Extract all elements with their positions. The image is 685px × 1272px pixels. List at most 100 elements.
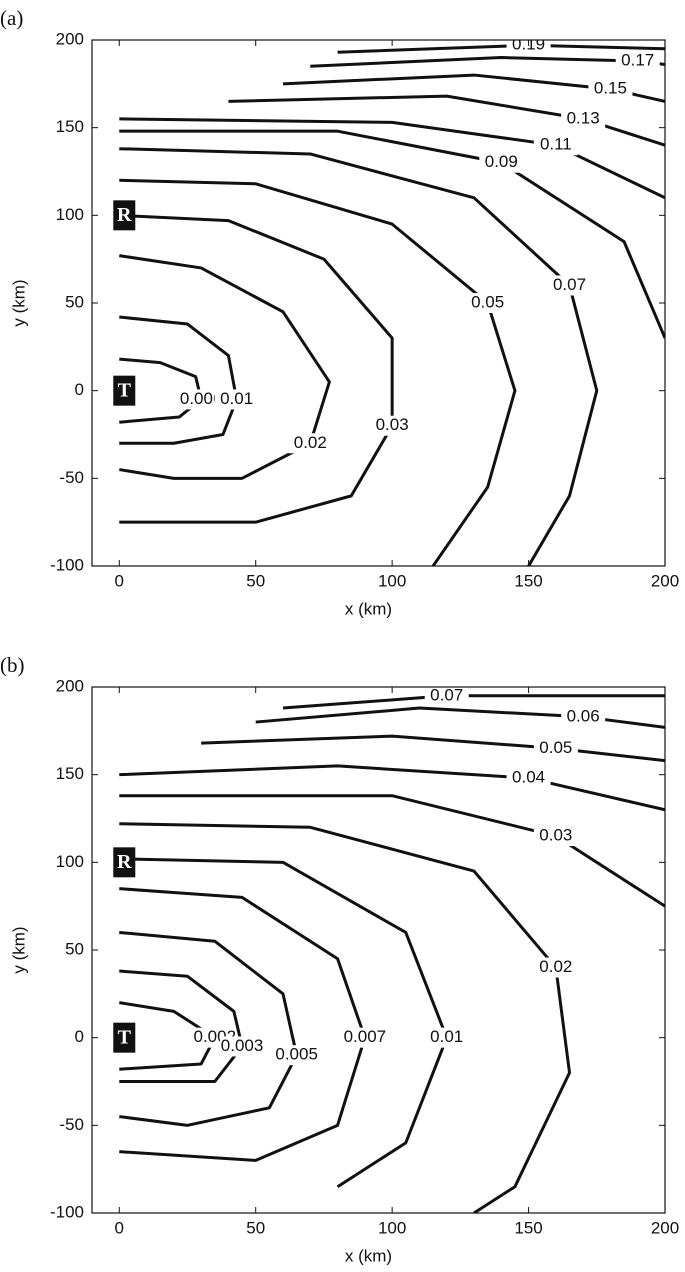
contour-label-bg [561,108,606,129]
x-tick-label: 50 [246,1218,265,1237]
x-tick-label: 100 [378,1218,406,1237]
contour-label: 0.007 [344,1027,387,1046]
contour-line [119,254,331,480]
contour-label-bg [533,826,578,847]
axes-frame [91,686,666,1214]
contour-label-bg [547,275,592,296]
y-tick-label: -100 [50,555,84,574]
contour-label: 0.05 [539,738,572,757]
contour-label-bg [342,1027,387,1048]
contour-label-bg [288,433,333,454]
contour-line [255,706,665,729]
contour-label: 0.03 [539,826,572,845]
contour-label-bg [533,738,578,759]
contour-label-bg [424,1027,469,1048]
contour-line [228,94,665,147]
contour-label: 0.07 [553,275,586,294]
contour-label: 0.01 [430,1027,463,1046]
contour-line [310,56,665,68]
contour-label: 0.06 [567,706,600,725]
contour-label: 0.02 [294,433,327,452]
y-tick-label: 0 [75,1027,84,1046]
contour-line [119,315,239,445]
contour-line [282,73,665,103]
contour-label: 0.03 [376,415,409,434]
x-axis-label: x (km) [345,599,392,618]
y-tick-label: 200 [56,29,84,48]
contour-label: 0.13 [567,108,600,127]
x-tick-label: 0 [115,1218,124,1237]
marker-box [113,847,136,878]
contour-label-bg [561,706,606,727]
marker-label: R [117,204,132,226]
x-axis-label: x (km) [345,1246,392,1265]
panel-label: (b) [0,653,25,677]
x-tick-label: 150 [514,571,542,590]
x-tick-label: 100 [378,571,406,590]
contour-label: 0.02 [539,957,572,976]
y-tick-label: 100 [56,852,84,871]
contour-label-bg [533,135,578,156]
contour-line [119,887,367,1162]
marker-label: T [118,379,132,401]
y-tick-label: -100 [50,1202,84,1221]
contour-line [119,178,517,566]
contour-label-bg [506,40,551,56]
y-tick-label: -50 [59,468,84,487]
y-axis-label: y (km) [9,926,28,973]
contour-label: 0.005 [275,1045,318,1064]
contour-label-bg [220,1036,265,1057]
y-tick-label: 200 [56,676,84,695]
contour-label: 0.04 [512,768,545,787]
contour-line [119,764,665,812]
marker-box [113,200,136,231]
y-tick-label: 50 [65,292,84,311]
contour-line [119,969,244,1083]
contour-line [119,213,394,524]
contour-label-bg [465,293,510,313]
contour-line [119,794,665,908]
y-tick-label: 150 [56,764,84,783]
x-tick-label: 50 [246,571,265,590]
contour-label-bg [479,152,524,173]
panel-label: (a) [0,6,23,30]
contour-label: 0.01 [220,389,253,408]
contour-line [119,117,665,200]
contour-label-bg [214,389,259,410]
marker-box [113,375,136,406]
contour-label: 0.19 [512,35,545,54]
contour-label-bg [424,687,469,706]
contour-label-bg [370,415,415,436]
y-axis-label: y (km) [9,279,28,326]
contour-line [119,147,599,566]
contour-line [119,129,665,339]
contour-label: 0.006 [180,389,223,408]
contour-line [282,694,665,710]
contour-label-bg [179,389,224,410]
x-tick-label: 150 [514,1218,542,1237]
y-tick-label: 150 [56,117,84,136]
contour-label: 0.05 [471,292,504,311]
contour-label-bg [506,768,551,789]
y-tick-label: 0 [75,380,84,399]
y-tick-label: -50 [59,1115,84,1134]
contour-label: 0.09 [485,152,518,171]
contour-line [119,357,203,424]
contour-label-bg [588,79,633,100]
marker-label: T [118,1026,132,1048]
contour-label-bg [533,957,578,978]
marker-label: R [117,851,132,873]
x-tick-label: 200 [651,1218,679,1237]
y-tick-label: 50 [65,939,84,958]
contour-label: 0.11 [540,135,572,154]
x-tick-label: 200 [651,571,679,590]
contour-label-bg [615,51,660,72]
x-tick-label: 0 [115,571,124,590]
contour-label: 0.003 [221,1036,264,1055]
contour-label: 0.15 [594,79,627,98]
